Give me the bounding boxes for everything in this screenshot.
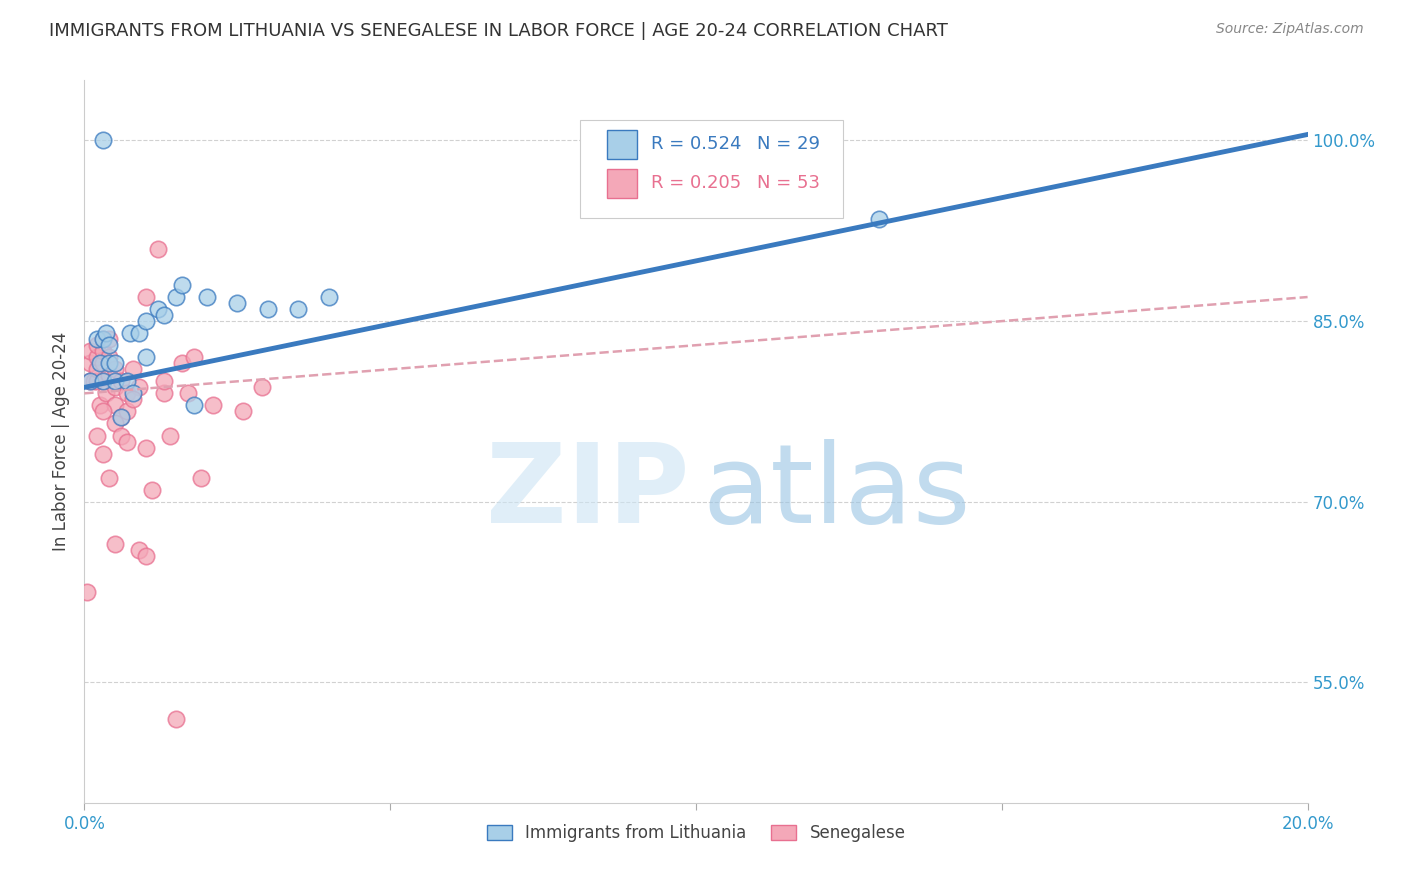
FancyBboxPatch shape — [579, 120, 842, 218]
Point — [201, 398, 224, 412]
Point — [232, 404, 254, 418]
Point — [79, 356, 101, 370]
Text: IMMIGRANTS FROM LITHUANIA VS SENEGALESE IN LABOR FORCE | AGE 20-24 CORRELATION C: IMMIGRANTS FROM LITHUANIA VS SENEGALESE … — [49, 22, 948, 40]
Point — [122, 362, 145, 376]
Point — [115, 404, 138, 418]
Point — [153, 375, 176, 389]
Point — [86, 375, 108, 389]
Bar — [606, 169, 637, 198]
Point — [86, 351, 108, 365]
Point — [195, 290, 218, 304]
Point — [318, 290, 340, 304]
Point — [183, 351, 205, 365]
Point — [104, 375, 127, 389]
Point — [135, 549, 157, 563]
Point — [153, 386, 176, 401]
Point — [97, 338, 120, 352]
Point — [97, 356, 120, 370]
Point — [86, 338, 108, 352]
Point — [86, 428, 108, 442]
Point — [91, 344, 114, 359]
Point — [135, 314, 157, 328]
Point — [190, 471, 212, 485]
Point — [97, 471, 120, 485]
Point — [172, 277, 194, 292]
Point — [128, 542, 150, 557]
Point — [172, 356, 194, 370]
Point — [91, 447, 114, 461]
Point — [257, 301, 280, 317]
Text: Source: ZipAtlas.com: Source: ZipAtlas.com — [1216, 22, 1364, 37]
Point — [104, 398, 127, 412]
Point — [94, 326, 117, 341]
Point — [146, 301, 169, 317]
Point — [165, 290, 187, 304]
Point — [76, 585, 98, 599]
Point — [115, 375, 138, 389]
Point — [97, 351, 120, 365]
Point — [104, 417, 127, 431]
Point — [83, 375, 105, 389]
Bar — [606, 130, 637, 159]
Text: atlas: atlas — [702, 439, 970, 546]
Point — [104, 362, 127, 376]
Point — [91, 356, 114, 370]
Point — [79, 375, 101, 389]
Point — [110, 428, 132, 442]
Point — [86, 362, 108, 376]
Point — [135, 290, 157, 304]
Point — [89, 356, 111, 370]
Point — [177, 386, 200, 401]
Point — [91, 332, 114, 346]
Point — [869, 211, 891, 226]
Point — [91, 133, 114, 147]
Point — [141, 483, 163, 497]
Point — [110, 375, 132, 389]
Point — [135, 441, 157, 455]
Point — [250, 380, 273, 394]
Legend: Immigrants from Lithuania, Senegalese: Immigrants from Lithuania, Senegalese — [479, 817, 912, 848]
Point — [91, 375, 114, 389]
Point — [115, 386, 138, 401]
Text: N = 29: N = 29 — [758, 136, 820, 153]
Point — [97, 368, 120, 383]
Point — [110, 410, 132, 425]
Point — [86, 332, 108, 346]
Point — [153, 308, 176, 322]
Point — [183, 398, 205, 412]
Point — [115, 434, 138, 449]
Point — [91, 404, 114, 418]
Point — [94, 386, 117, 401]
Point — [104, 356, 127, 370]
Point — [110, 410, 132, 425]
Point — [135, 351, 157, 365]
Point — [128, 380, 150, 394]
Point — [287, 301, 309, 317]
Point — [97, 332, 120, 346]
Point — [226, 296, 249, 310]
Point — [122, 392, 145, 407]
Point — [79, 344, 101, 359]
Point — [91, 375, 114, 389]
Point — [120, 326, 142, 341]
Point — [89, 398, 111, 412]
Point — [104, 537, 127, 551]
Point — [79, 375, 101, 389]
Point — [122, 386, 145, 401]
Text: R = 0.205: R = 0.205 — [651, 175, 741, 193]
Point — [104, 380, 127, 394]
Point — [159, 428, 181, 442]
Text: R = 0.524: R = 0.524 — [651, 136, 741, 153]
Point — [91, 332, 114, 346]
Point — [165, 712, 187, 726]
Y-axis label: In Labor Force | Age 20-24: In Labor Force | Age 20-24 — [52, 332, 70, 551]
Point — [128, 326, 150, 341]
Text: ZIP: ZIP — [486, 439, 690, 546]
Point — [146, 242, 169, 256]
Text: N = 53: N = 53 — [758, 175, 820, 193]
